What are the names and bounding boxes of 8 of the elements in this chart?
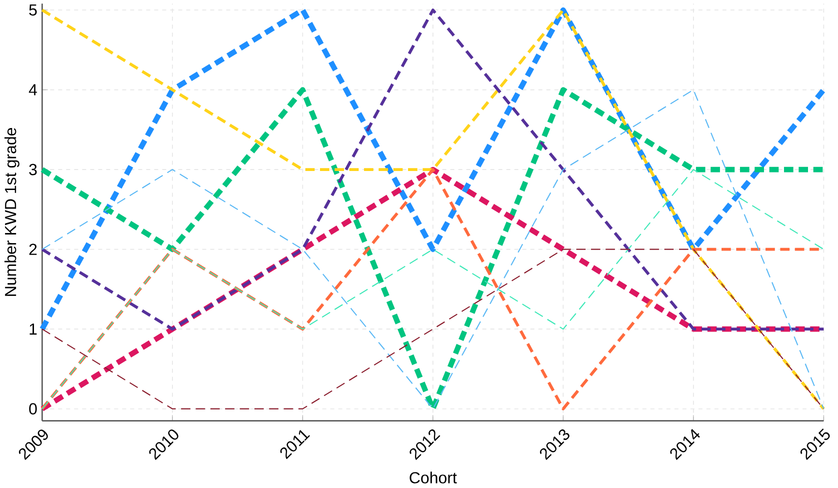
y-tick-label: 5 [29, 4, 37, 16]
y-tick-label: 1 [30, 324, 37, 335]
y-tick-label: 0 [29, 403, 37, 415]
y-axis-title: Number KWD 1st grade [4, 128, 20, 296]
y-tick-label: 3 [29, 164, 37, 176]
y-tick-label: 4 [28, 84, 37, 96]
x-axis-title: Cohort [410, 472, 457, 484]
y-tick-label: 2 [29, 244, 37, 255]
